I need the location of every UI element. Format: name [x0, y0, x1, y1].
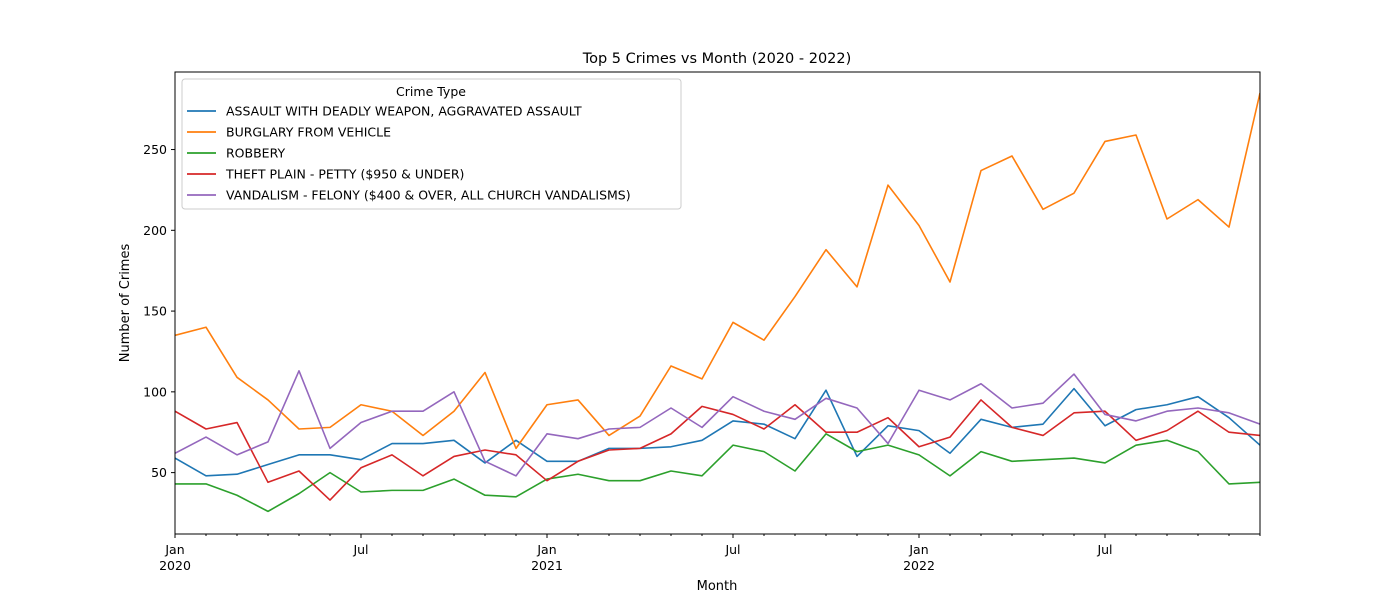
x-tick-year-label: 2022 [903, 558, 935, 573]
x-tick-label: Jul [724, 542, 740, 557]
x-tick-label: Jul [352, 542, 368, 557]
x-tick-label: Jan [536, 542, 556, 557]
y-axis-label: Number of Crimes [118, 244, 133, 363]
legend-title: Crime Type [396, 84, 466, 99]
legend-entry: ROBBERY [226, 146, 285, 161]
plot-frame [174, 71, 1261, 535]
series-line-4 [175, 399, 1260, 501]
plot-area [175, 92, 1260, 513]
series-line-3 [175, 433, 1260, 513]
y-tick-label: 200 [143, 223, 167, 238]
x-tick-year-label: 2020 [159, 558, 191, 573]
chart-title: Top 5 Crimes vs Month (2020 - 2022) [582, 51, 852, 67]
x-tick-label: Jan [908, 542, 928, 557]
legend-entry: ASSAULT WITH DEADLY WEAPON, AGGRAVATED A… [226, 104, 582, 119]
series-line-1 [175, 387, 1260, 477]
x-axis-label: Month [697, 579, 738, 594]
y-tick-label: 50 [151, 465, 167, 480]
legend: Crime Type ASSAULT WITH DEADLY WEAPON, A… [181, 78, 682, 210]
legend-entry: THEFT PLAIN - PETTY ($950 & UNDER) [225, 167, 464, 182]
legend-box [181, 78, 682, 210]
x-tick-label: Jul [1096, 542, 1112, 557]
y-tick-label: 150 [143, 304, 167, 319]
y-tick-label: 100 [143, 384, 167, 399]
y-axis: 50 100 150 200 250 [143, 142, 175, 480]
x-tick-year-label: 2021 [531, 558, 563, 573]
y-tick-label: 250 [143, 142, 167, 157]
series-line-2 [175, 92, 1260, 450]
series-group [175, 92, 1260, 513]
legend-entry: BURGLARY FROM VEHICLE [226, 125, 391, 140]
series-line-5 [175, 370, 1260, 477]
x-tick-label: Jan [164, 542, 184, 557]
legend-entry: VANDALISM - FELONY ($400 & OVER, ALL CHU… [226, 188, 631, 203]
